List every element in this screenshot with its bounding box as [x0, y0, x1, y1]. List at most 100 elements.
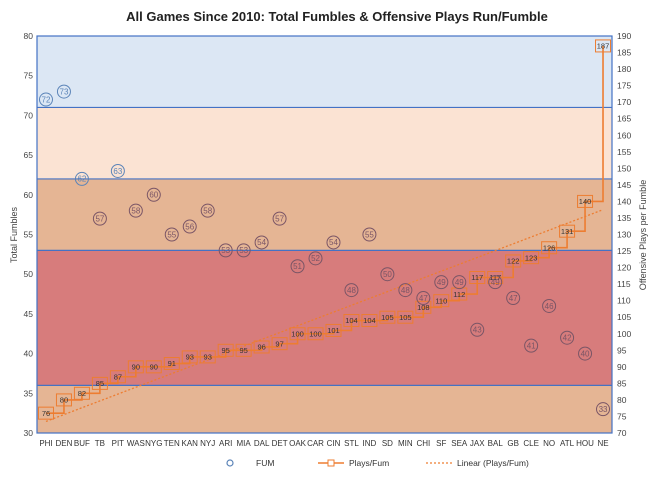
plays-marker	[217, 343, 234, 357]
fum-data-label: 58	[203, 206, 212, 215]
x-tick-label: HOU	[576, 439, 594, 448]
band-1	[37, 250, 612, 386]
y-right-tick-label: 70	[617, 428, 627, 438]
fum-marker	[308, 251, 323, 266]
y-right-tick-label: 120	[617, 263, 631, 273]
plays-marker	[325, 323, 342, 337]
fum-marker	[236, 243, 251, 258]
fumbles-series: 72 73 62 57 63 58 60 55 56 58 53 53 54 57 51 52 54 48 55 50…	[38, 84, 611, 417]
trendline-group	[45, 209, 604, 423]
fum-marker	[56, 84, 71, 99]
plays-data-label: 108	[417, 303, 430, 312]
plays-data-label: 110	[435, 296, 447, 305]
fum-data-label: 54	[329, 238, 338, 247]
y-right-tick-label: 155	[617, 147, 631, 157]
y-axis-right-label: Offensive Plays per Fumble	[638, 180, 648, 290]
y-right-tick-label: 95	[617, 345, 627, 355]
plays-data-label: 100	[291, 329, 304, 338]
x-tick-label: GB	[507, 439, 519, 448]
y-right-tick-label: 130	[617, 230, 631, 240]
fum-data-label: 50	[383, 270, 392, 279]
y-right-tick-label: 150	[617, 163, 631, 173]
y-right-tick-label: 180	[617, 64, 631, 74]
plays-data-label: 104	[345, 316, 358, 325]
plays-data-label: 80	[60, 396, 68, 405]
background-bands	[37, 36, 612, 433]
y-left-tick-label: 75	[24, 71, 34, 81]
x-tick-label: JAX	[470, 439, 485, 448]
plays-marker	[37, 406, 54, 420]
fum-data-label: 54	[257, 238, 266, 247]
plays-data-label: 82	[78, 389, 86, 398]
legend-fum-swatch	[226, 459, 234, 467]
plays-marker	[505, 254, 522, 268]
y-left-tick-label: 55	[24, 230, 34, 240]
plays-marker	[289, 327, 306, 341]
fum-marker	[488, 275, 503, 290]
y-right-tick-label: 80	[617, 395, 627, 405]
y-right-tick-label: 160	[617, 130, 631, 140]
fum-marker	[200, 203, 215, 218]
plays-marker	[343, 314, 360, 328]
plays-marker	[361, 314, 378, 328]
legend-fum-label: FUM	[256, 458, 274, 468]
fum-data-label: 40	[581, 349, 590, 358]
fum-marker	[92, 211, 107, 226]
plays-data-label: 122	[507, 257, 520, 266]
fum-marker	[434, 275, 449, 290]
fum-data-label: 43	[473, 326, 482, 335]
fum-data-label: 62	[77, 175, 86, 184]
fum-marker	[578, 346, 593, 361]
x-tick-label: NYG	[145, 439, 162, 448]
fum-data-label: 42	[563, 334, 572, 343]
y-right-tick-label: 105	[617, 312, 631, 322]
fum-marker	[452, 275, 467, 290]
plays-data-label: 95	[239, 346, 247, 355]
plays-marker	[91, 376, 108, 390]
x-tick-label: NE	[597, 439, 608, 448]
plays-data-label: 90	[150, 363, 158, 372]
band-0	[37, 385, 612, 433]
plays-marker	[145, 360, 162, 374]
fum-data-label: 49	[455, 278, 464, 287]
plays-data-label: 76	[42, 409, 50, 418]
legend-plays-swatch	[327, 459, 335, 467]
plays-marker	[397, 310, 414, 324]
plays-data-label: 93	[186, 353, 194, 362]
y-right-tick-label: 90	[617, 362, 627, 372]
y-left-tick-label: 65	[24, 150, 34, 160]
plays-data-label: 90	[132, 363, 140, 372]
fum-marker	[38, 92, 53, 107]
x-tick-label: PIT	[112, 439, 125, 448]
band-2	[37, 178, 612, 251]
y-left-tick-label: 60	[24, 190, 34, 200]
plays-data-label: 105	[381, 313, 394, 322]
plays-marker	[523, 251, 540, 265]
plays-marker	[73, 386, 90, 400]
plays-marker	[181, 350, 198, 364]
plot-border	[36, 35, 613, 434]
plays-marker	[415, 300, 432, 314]
fum-marker	[110, 163, 125, 178]
legend-plays-label: Plays/Fum	[349, 458, 389, 468]
x-tick-label: KAN	[182, 439, 199, 448]
fum-marker	[128, 203, 143, 218]
legend-trend-label: Linear (Plays/Fum)	[457, 458, 529, 468]
fum-marker	[416, 291, 431, 306]
fum-data-label: 47	[509, 294, 518, 303]
y-right-tick-label: 85	[617, 378, 627, 388]
y-right-tick-label: 125	[617, 246, 631, 256]
y-right-tick-label: 170	[617, 97, 631, 107]
x-tick-label: ARI	[219, 439, 232, 448]
plays-marker	[109, 370, 126, 384]
plays-marker	[55, 393, 72, 407]
x-tick-label: WAS	[127, 439, 145, 448]
plays-marker	[235, 343, 252, 357]
plays-marker	[379, 310, 396, 324]
x-tick-label: TEN	[164, 439, 180, 448]
trendline	[45, 209, 604, 423]
plays-marker	[199, 350, 216, 364]
y-right-tick-label: 185	[617, 48, 631, 58]
